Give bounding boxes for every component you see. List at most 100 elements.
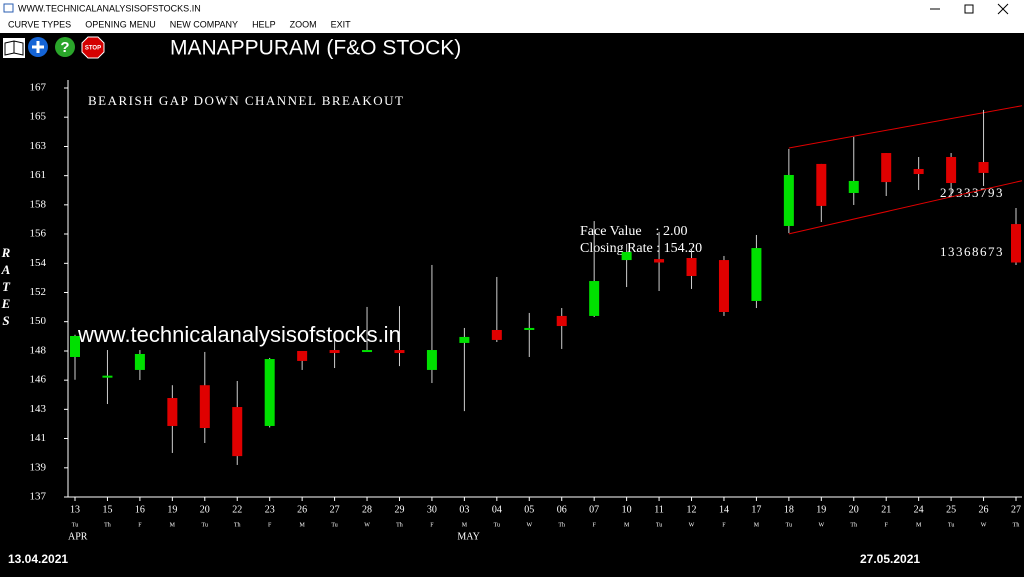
- x-tick-label: 25: [946, 504, 956, 515]
- candle-body: [946, 156, 957, 184]
- weekday-label: Th: [396, 522, 403, 528]
- y-tick-label: 154: [30, 257, 47, 269]
- chart-area: [0, 33, 1024, 577]
- candle-body: [134, 353, 145, 370]
- x-tick-label: 23: [265, 504, 275, 515]
- candle-body: [913, 168, 924, 175]
- weekday-label: W: [981, 522, 987, 528]
- candle-body: [394, 350, 405, 354]
- y-tick-label: 167: [30, 82, 47, 94]
- close-button[interactable]: [997, 3, 1009, 15]
- weekday-label: F: [885, 522, 889, 528]
- weekday-label: F: [593, 522, 597, 528]
- stop-glyph: STOP: [85, 46, 101, 52]
- y-tick-label: 163: [30, 140, 47, 152]
- candle-body: [978, 162, 989, 173]
- window-title: WWW.TECHNICALANALYSISOFSTOCKS.IN: [18, 3, 201, 13]
- x-tick-label: 15: [102, 504, 112, 515]
- x-tick-label: 04: [492, 504, 502, 515]
- weekday-label: F: [138, 522, 142, 528]
- add-glyph: [32, 41, 44, 53]
- x-tick-label: 16: [135, 504, 145, 515]
- face-value: Face Value : 2.00: [580, 224, 687, 239]
- y-tick-label: 158: [30, 198, 47, 210]
- y-tick-label: 150: [30, 315, 47, 327]
- candle-body: [1011, 224, 1021, 263]
- weekday-label: M: [170, 522, 176, 528]
- y-axis-label: RATES: [0, 245, 14, 330]
- x-tick-label: 20: [200, 504, 210, 515]
- channel-line: [788, 180, 1023, 235]
- book-glyph: [4, 40, 24, 56]
- x-tick-label: 11: [654, 504, 664, 515]
- x-tick-label: 18: [784, 504, 794, 515]
- x-tick-label: 29: [394, 504, 404, 515]
- weekday-label: M: [916, 522, 922, 528]
- menu-item[interactable]: HELP: [252, 19, 276, 29]
- weekday-label: Th: [234, 522, 241, 528]
- weekday-label: Tu: [331, 522, 337, 528]
- x-tick-label: 26: [979, 504, 989, 515]
- watermark: www.technicalanalysisofstocks.in: [77, 322, 401, 347]
- x-tick-label: 22: [232, 504, 242, 515]
- x-tick-label: 28: [362, 504, 372, 515]
- end-date: 27.05.2021: [860, 552, 920, 566]
- x-tick-label: 10: [622, 504, 632, 515]
- weekday-label: Th: [558, 522, 565, 528]
- x-tick-label: 20: [849, 504, 859, 515]
- weekday-label: W: [364, 522, 370, 528]
- weekday-label: M: [624, 522, 630, 528]
- candle-body: [70, 335, 80, 357]
- y-tick-label: 137: [30, 491, 47, 503]
- candle-body: [264, 359, 275, 426]
- candle-body: [426, 350, 437, 370]
- start-date: 13.04.2021: [8, 552, 68, 566]
- candle-body: [491, 329, 502, 340]
- weekday-label: F: [430, 522, 434, 528]
- candle-body: [881, 153, 892, 183]
- candle-body: [686, 258, 697, 277]
- title-menu-bg: [0, 0, 1024, 33]
- y-tick-label: 141: [30, 432, 47, 444]
- x-tick-label: 19: [167, 504, 177, 515]
- weekday-label: Tu: [948, 522, 954, 528]
- menu-item[interactable]: ZOOM: [290, 19, 317, 29]
- y-tick-label: 143: [30, 403, 47, 415]
- weekday-label: Tu: [656, 522, 662, 528]
- maximize-button[interactable]: [964, 4, 974, 14]
- menu-item[interactable]: OPENING MENU: [85, 19, 156, 29]
- x-tick-label: 17: [751, 504, 761, 515]
- y-tick-label: 152: [30, 286, 47, 298]
- x-tick-label: 26: [297, 504, 307, 515]
- menu-item[interactable]: CURVE TYPES: [8, 19, 71, 29]
- y-tick-label: 139: [30, 461, 47, 473]
- weekday-label: Tu: [494, 522, 500, 528]
- menu-item[interactable]: EXIT: [331, 19, 352, 29]
- app-icon: [3, 3, 14, 13]
- x-tick-label: 12: [687, 504, 697, 515]
- candle-body: [783, 174, 794, 226]
- stop-icon[interactable]: [81, 36, 105, 59]
- help-icon[interactable]: [55, 37, 75, 57]
- closing-rate: Closing Rate : 154.20: [580, 241, 702, 256]
- x-tick-label: 03: [459, 504, 469, 515]
- weekday-label: Tu: [202, 522, 208, 528]
- help-glyph: ?: [60, 39, 69, 56]
- candle-body: [167, 398, 178, 426]
- weekday-label: F: [268, 522, 272, 528]
- menu-item[interactable]: NEW COMPANY: [170, 19, 238, 29]
- candle-body: [556, 315, 567, 327]
- candle-body: [751, 248, 762, 301]
- candle-body: [621, 252, 632, 261]
- x-tick-label: 30: [427, 504, 437, 515]
- weekday-label: Th: [104, 522, 111, 528]
- weekday-label: F: [722, 522, 726, 528]
- candle-body: [199, 385, 210, 429]
- candle-body: [232, 407, 243, 457]
- weekday-label: Tu: [786, 522, 792, 528]
- candle-body: [362, 350, 373, 353]
- weekday-label: Th: [850, 522, 857, 528]
- month-label: APR: [68, 531, 88, 542]
- y-tick-label: 161: [30, 169, 47, 181]
- chart-title: MANAPPURAM (F&O STOCK): [170, 37, 461, 60]
